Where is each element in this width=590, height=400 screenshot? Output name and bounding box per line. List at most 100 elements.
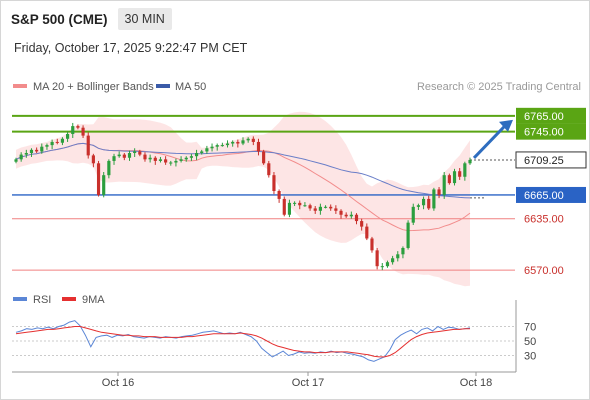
candle [189,153,193,161]
candle [246,137,250,143]
candle-body [334,208,338,211]
candle-body [416,205,420,207]
candle [66,131,70,142]
candle [55,138,59,145]
candle [313,206,317,214]
candle [122,153,126,161]
forecast-arrow-head [499,119,513,132]
candle-body [437,189,441,195]
candle [272,172,276,195]
candle-body [107,160,111,176]
rsi-ma-legend-swatch [62,297,76,301]
candle-body [220,145,224,147]
candle-body [179,159,183,161]
candle [458,168,462,180]
candle-body [122,154,126,158]
candle [40,143,44,154]
candle [71,122,75,138]
candle [184,156,188,162]
candle-body [127,153,132,158]
candle [107,159,111,179]
support-box [516,186,586,203]
candle-body [298,202,302,206]
candle-body [184,157,188,160]
candle [164,156,168,165]
candle [86,132,90,159]
candle-body [158,159,163,161]
price-levels [12,114,515,271]
candle-body [427,198,431,209]
candle-body [267,163,271,176]
rsi-tick-label: 30 [524,351,536,363]
candle [179,156,183,163]
candle [194,149,199,161]
candle [447,173,451,185]
candle-body [365,226,369,239]
candle [391,255,395,265]
weak-support-label: 6570.00 [524,265,564,277]
candle-body [241,140,245,144]
candle [432,187,436,211]
candle [396,251,400,262]
candle-body [55,141,59,143]
candle [293,201,297,207]
candle [380,263,384,271]
candle [153,156,157,165]
bollinger-legend-swatch [13,84,27,88]
chart-datetime: Friday, October 17, 2025 9:22:47 PM CET [14,41,248,55]
candle [421,196,426,210]
candle-body [71,126,75,135]
candle-body [60,138,65,143]
candle [148,154,152,163]
candle-body [76,126,80,128]
candle-body [215,145,219,147]
candle [339,209,343,219]
forecast-arrow-shaft [472,124,507,159]
candle [251,136,255,146]
forecast-arrow [472,119,513,159]
candle [24,149,28,158]
timeframe-badge[interactable]: 30 MIN [117,8,172,30]
candle [169,160,173,166]
candle-body [86,135,90,156]
bollinger-legend-label: MA 20 + Bollinger Bands [33,81,154,93]
candle-body [148,157,152,160]
candle-body [463,163,467,177]
candle [143,152,147,162]
candle [231,140,235,147]
candle-body [189,156,193,158]
candle-body [164,159,168,163]
x-tick-label: Oct 16 [102,377,134,389]
candle-body [303,205,307,207]
candle-body [102,175,106,195]
candle [427,195,431,210]
candle-body [262,151,266,164]
candle [365,223,369,241]
rsi-ma-line [15,326,470,358]
candle-body [50,141,54,146]
candle [401,246,405,259]
rsi-legend-swatch [13,297,27,301]
candle [174,158,178,167]
candle [215,143,219,151]
resistance-box [516,123,586,140]
candle-body [225,143,230,146]
candle-body [174,160,178,163]
candle [210,143,214,152]
candle-body [447,175,451,184]
candle-body [29,149,34,154]
candle-body [344,214,348,217]
credit-text: Research © 2025 Trading Central [417,81,581,93]
candle-body [24,153,28,155]
candle-body [210,146,214,149]
resistance-box [516,107,586,124]
support-label: 6665.00 [524,190,564,202]
candle-body [396,254,400,259]
candle-body [169,162,173,164]
x-tick-label: Oct 18 [460,377,492,389]
candle-body [205,148,209,152]
candle-body [40,146,44,152]
candle-body [411,206,415,223]
candle-body [329,206,333,209]
candle [117,151,121,158]
